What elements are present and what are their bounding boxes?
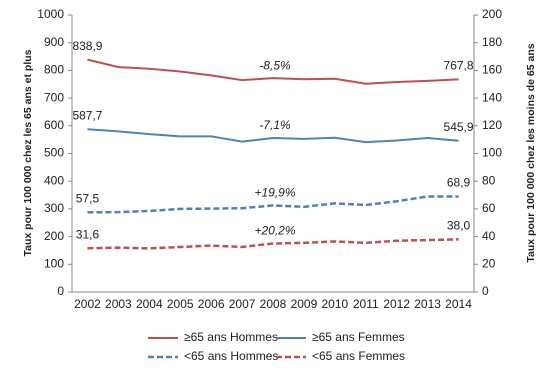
y-tick-label: 800 <box>44 63 64 77</box>
x-tick-label: 2014 <box>445 297 472 311</box>
y-tick-label: 1000 <box>37 7 64 21</box>
y2-tick-label: 40 <box>482 229 496 243</box>
legend-label: <65 ans Femmes <box>312 349 405 363</box>
y2-axis-label: Taux pour 100 000 chez les moins de 65 a… <box>525 43 537 262</box>
y-tick-label: 0 <box>57 284 64 298</box>
value-label: 587,7 <box>72 108 102 122</box>
x-tick-label: 2004 <box>136 297 163 311</box>
y2-tick-label: 160 <box>482 63 502 77</box>
y2-tick-label: 20 <box>482 256 496 270</box>
x-tick-label: 2002 <box>74 297 101 311</box>
x-tick-label: 2003 <box>105 297 132 311</box>
y2-tick-label: 60 <box>482 201 496 215</box>
y-tick-label: 100 <box>44 256 64 270</box>
y2-tick-label: 200 <box>482 7 502 21</box>
value-label: 38,0 <box>447 219 471 233</box>
value-label: 31,6 <box>76 227 100 241</box>
y2-tick-label: 140 <box>482 90 502 104</box>
y-tick-label: 900 <box>44 35 64 49</box>
y2-tick-label: 100 <box>482 146 502 160</box>
x-tick-label: 2013 <box>414 297 441 311</box>
x-tick-label: 2010 <box>321 297 348 311</box>
x-tick-label: 2007 <box>229 297 256 311</box>
legend-label: ≥65 ans Femmes <box>312 330 405 344</box>
y2-tick-label: 180 <box>482 35 502 49</box>
x-tick-label: 2008 <box>260 297 287 311</box>
value-label: 68,9 <box>447 176 471 190</box>
x-tick-label: 2012 <box>383 297 410 311</box>
series-line <box>87 238 459 250</box>
series-line <box>87 128 459 144</box>
x-tick-label: 2011 <box>353 297 379 311</box>
y-tick-label: 500 <box>44 146 64 160</box>
y2-tick-label: 80 <box>482 173 496 187</box>
value-label: 545,9 <box>444 120 474 134</box>
legend-label: ≥65 ans Hommes <box>184 330 278 344</box>
y-axis-label: Taux pour 100 000 chez les 65 ans et plu… <box>22 49 34 256</box>
y2-tick-label: 0 <box>482 284 489 298</box>
y-tick-label: 700 <box>44 90 64 104</box>
value-label: 767,8 <box>444 58 474 72</box>
annotation: -7,1% <box>259 118 291 132</box>
annotation: -8,5% <box>259 58 291 72</box>
y-tick-label: 600 <box>44 118 64 132</box>
x-tick-label: 2009 <box>291 297 318 311</box>
value-label: 57,5 <box>76 192 100 206</box>
series-line <box>87 195 459 214</box>
y-tick-label: 200 <box>44 229 64 243</box>
y2-tick-label: 120 <box>482 118 502 132</box>
y-tick-label: 400 <box>44 173 64 187</box>
annotation: +19,9% <box>254 186 295 200</box>
y-tick-label: 300 <box>44 201 64 215</box>
x-tick-label: 2005 <box>167 297 194 311</box>
series-line <box>87 58 459 85</box>
x-tick-label: 2006 <box>198 297 225 311</box>
value-label: 838,9 <box>72 39 102 53</box>
legend-label: <65 ans Hommes <box>184 349 278 363</box>
annotation: +20,2% <box>254 224 295 238</box>
